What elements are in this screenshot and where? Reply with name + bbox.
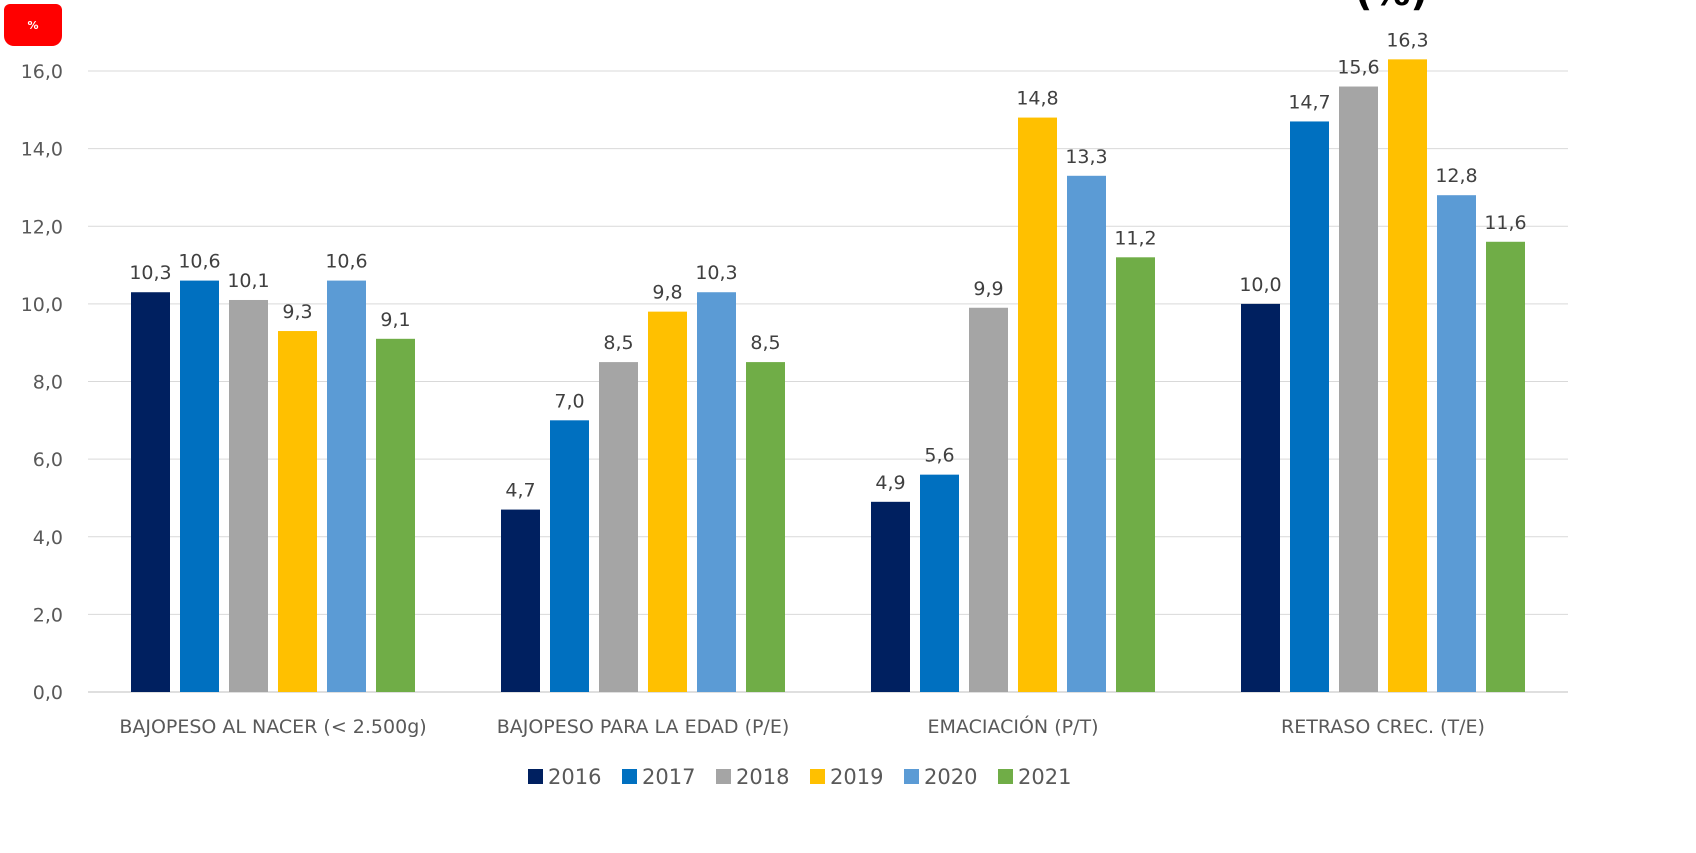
- bar-2020: [1067, 175, 1106, 692]
- legend-label: 2017: [642, 765, 695, 789]
- chart-title-fragment: (%): [1355, 0, 1428, 14]
- data-label: 14,7: [1288, 91, 1330, 113]
- data-label: 5,6: [924, 445, 954, 467]
- legend: 2016 2017 2018 2019 2020 2021: [528, 765, 1071, 789]
- y-tick-label: 2,0: [33, 604, 63, 626]
- bar-2021: [746, 362, 785, 692]
- bar-2016: [501, 509, 540, 692]
- data-label: 4,9: [875, 472, 905, 494]
- x-category-label: EMACIACIÓN (P/T): [928, 714, 1099, 738]
- bar-2016: [131, 292, 170, 692]
- bar-2018: [969, 307, 1008, 692]
- bar-2020: [1437, 195, 1476, 692]
- legend-label: 2020: [924, 765, 977, 789]
- bar-2020: [327, 280, 366, 692]
- y-tick-label: 12,0: [21, 216, 63, 238]
- bar-2021: [376, 338, 415, 692]
- x-category-label: RETRASO CREC. (T/E): [1281, 716, 1485, 738]
- data-label: 10,3: [695, 262, 737, 284]
- data-label: 10,3: [129, 262, 171, 284]
- legend-swatch: [904, 769, 919, 784]
- data-label: 15,6: [1337, 57, 1379, 79]
- bar-2019: [1388, 59, 1427, 692]
- legend-label: 2018: [736, 765, 789, 789]
- bars: [131, 59, 1525, 693]
- bar-2019: [1018, 117, 1057, 692]
- legend-swatch: [528, 769, 543, 784]
- x-category-label: BAJOPESO AL NACER (< 2.500g): [119, 716, 426, 738]
- bar-2017: [180, 280, 219, 692]
- bar-2017: [920, 474, 959, 692]
- data-label: 7,0: [554, 390, 584, 412]
- bar-2016: [1241, 303, 1280, 692]
- x-category-label: BAJOPESO PARA LA EDAD (P/E): [497, 716, 790, 738]
- data-label: 10,1: [227, 270, 269, 292]
- legend-label: 2021: [1018, 765, 1071, 789]
- y-tick-label: 14,0: [21, 139, 63, 161]
- data-label: 8,5: [603, 332, 633, 354]
- data-label: 12,8: [1435, 165, 1477, 187]
- y-tick-label: 10,0: [21, 294, 63, 316]
- y-tick-label: 4,0: [33, 527, 63, 549]
- data-label: 10,6: [178, 251, 220, 273]
- data-label: 11,2: [1114, 227, 1156, 249]
- data-label: 13,3: [1065, 146, 1107, 168]
- data-label: 16,3: [1386, 29, 1428, 51]
- bar-2017: [550, 420, 589, 692]
- bar-2017: [1290, 121, 1329, 693]
- data-label: 9,8: [652, 282, 682, 304]
- y-axis-tick-labels: 0,0 2,0 4,0 6,0 8,0 10,0 12,0 14,0 16,0: [21, 61, 63, 704]
- y-tick-label: 16,0: [21, 61, 63, 83]
- unit-badge: %: [4, 4, 62, 46]
- y-tick-label: 0,0: [33, 682, 63, 704]
- legend-label: 2016: [548, 765, 601, 789]
- data-label: 9,3: [282, 301, 312, 323]
- data-label: 9,9: [973, 278, 1003, 300]
- y-tick-label: 8,0: [33, 372, 63, 394]
- bar-2020: [697, 292, 736, 692]
- bar-2016: [871, 501, 910, 692]
- bar-2019: [648, 311, 687, 692]
- legend-swatch: [716, 769, 731, 784]
- data-labels: 10,3 10,6 10,1 9,3 10,6 9,1 4,7 7,0 8,5 9,8 10,3 8,…: [129, 29, 1526, 501]
- data-label: 8,5: [750, 332, 780, 354]
- x-axis-category-labels: BAJOPESO AL NACER (< 2.500g) BAJOPESO PAR…: [119, 714, 1485, 738]
- bar-2021: [1116, 257, 1155, 692]
- legend-swatch: [998, 769, 1013, 784]
- data-label: 4,7: [505, 480, 535, 502]
- legend-swatch: [622, 769, 637, 784]
- legend-label: 2019: [830, 765, 883, 789]
- data-label: 10,0: [1239, 274, 1281, 296]
- data-label: 10,6: [325, 251, 367, 273]
- bar-2018: [1339, 86, 1378, 692]
- y-tick-label: 6,0: [33, 449, 63, 471]
- data-label: 14,8: [1016, 88, 1058, 110]
- bar-2018: [229, 299, 268, 692]
- legend-swatch: [810, 769, 825, 784]
- bar-2019: [278, 331, 317, 692]
- bar-2021: [1486, 241, 1525, 692]
- data-label: 11,6: [1484, 212, 1526, 234]
- data-label: 9,1: [380, 309, 410, 331]
- bar-2018: [599, 362, 638, 692]
